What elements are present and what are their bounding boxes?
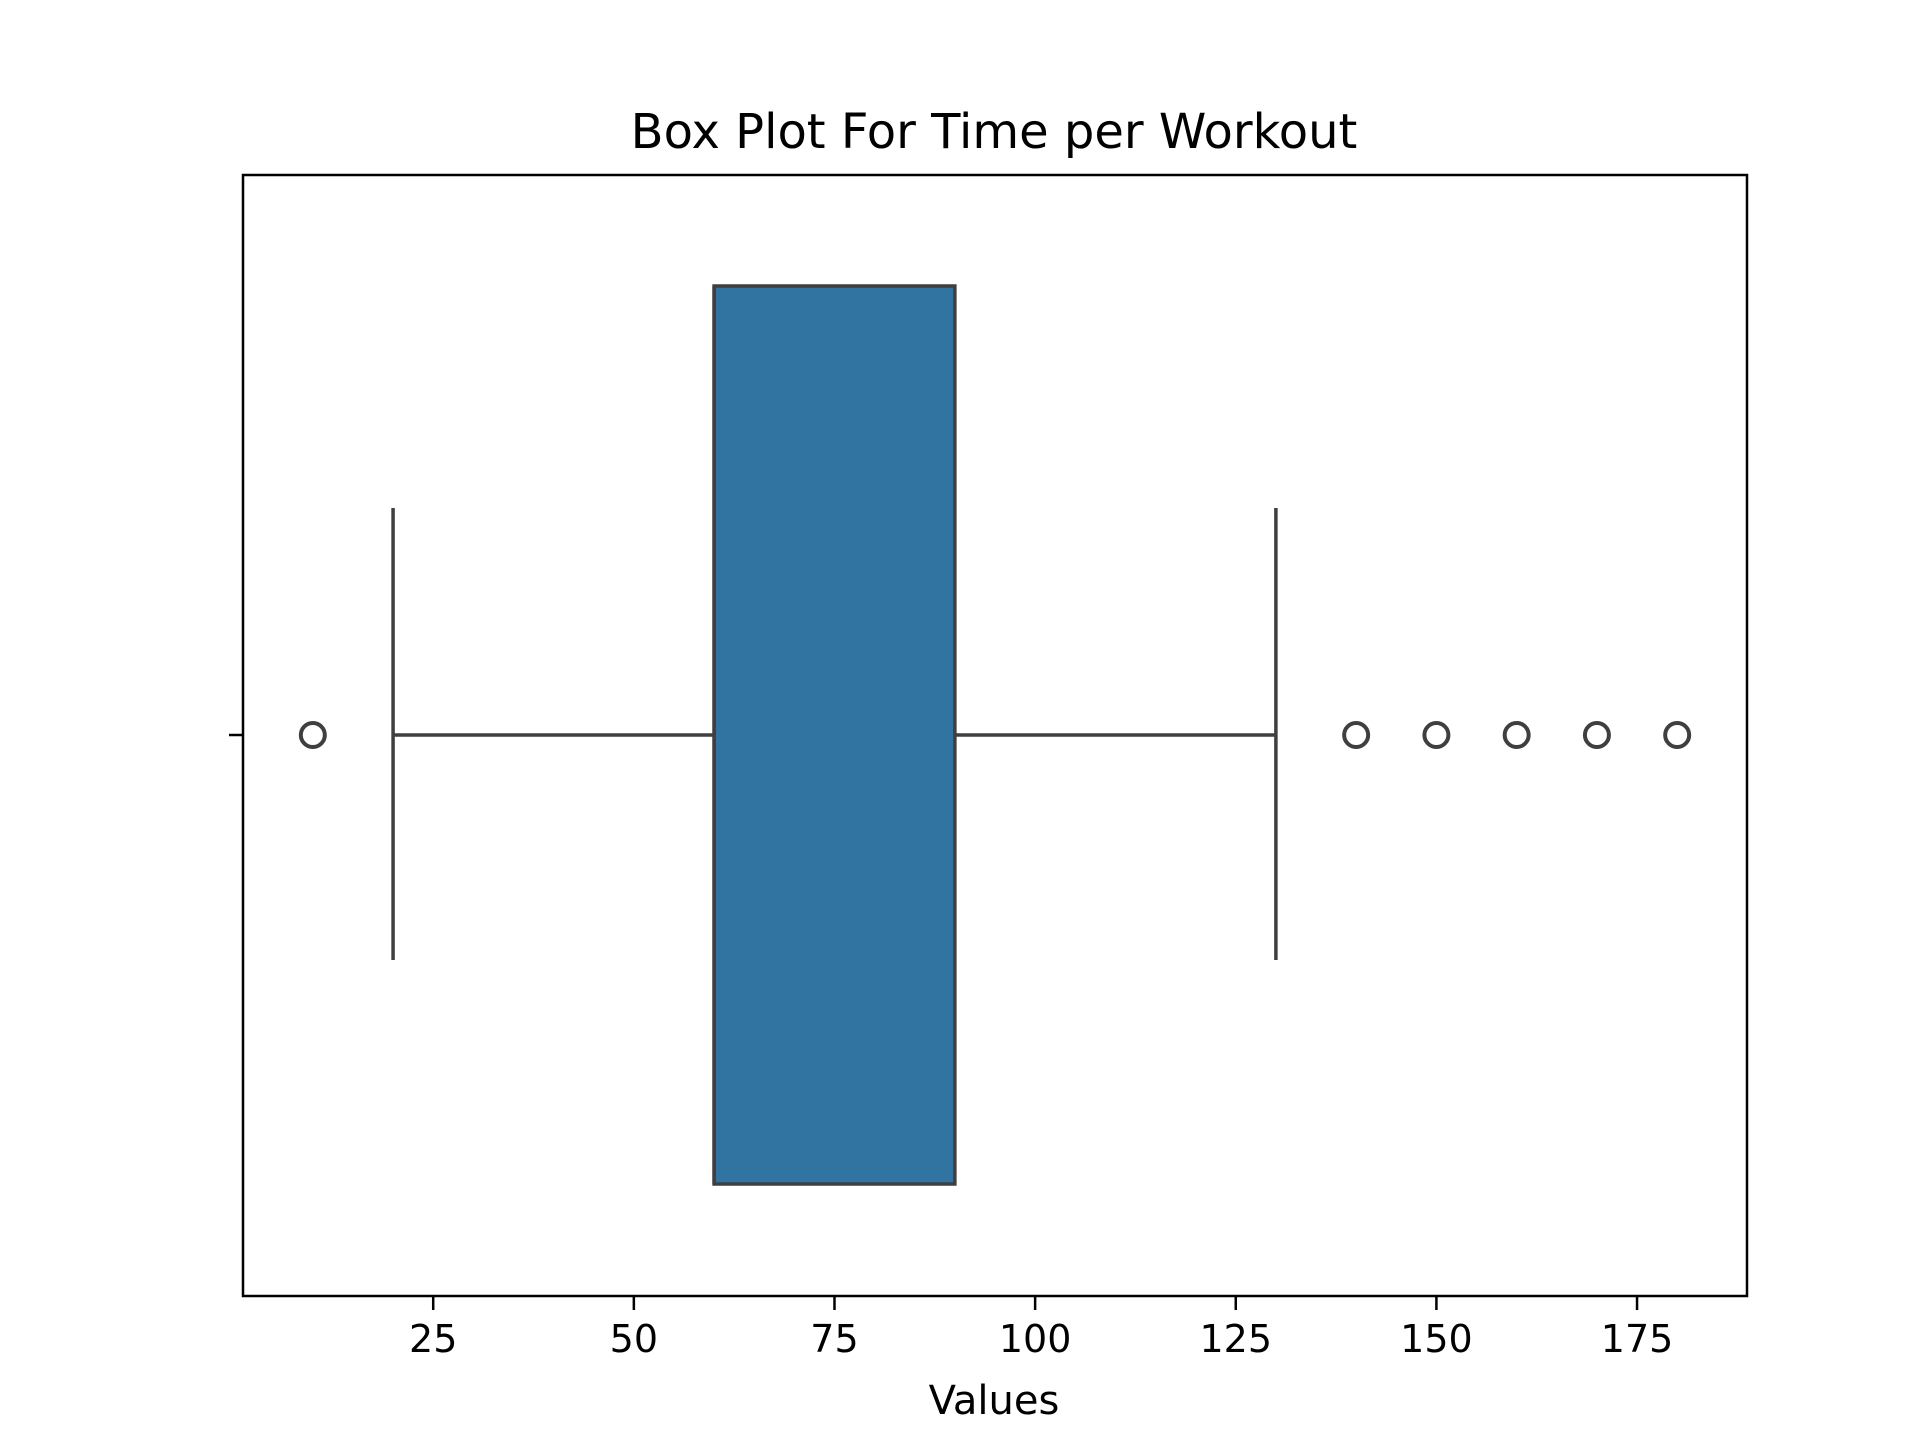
x-tick-label: 125 xyxy=(1200,1317,1273,1361)
outlier-point xyxy=(1422,721,1451,749)
x-axis-label: Values xyxy=(929,1378,1060,1424)
x-tick-label: 50 xyxy=(610,1317,658,1361)
x-axis-ticks: 25 50 75 100 125 150 175 xyxy=(229,733,1674,1361)
iqr-box xyxy=(712,284,957,1186)
x-tick-label: 75 xyxy=(810,1317,858,1361)
outlier-point xyxy=(298,721,327,749)
x-tick-label: 175 xyxy=(1601,1317,1674,1361)
outlier-point xyxy=(1663,721,1692,749)
outlier-point xyxy=(1342,721,1371,749)
x-tick-label: 25 xyxy=(409,1317,457,1361)
outlier-point xyxy=(1502,721,1531,749)
x-tick-label: 150 xyxy=(1400,1317,1473,1361)
chart-title: Box Plot For Time per Workout xyxy=(631,104,1358,160)
plot-area xyxy=(241,173,1749,1298)
x-tick-label: 100 xyxy=(999,1317,1072,1361)
outlier-point xyxy=(1582,721,1611,749)
